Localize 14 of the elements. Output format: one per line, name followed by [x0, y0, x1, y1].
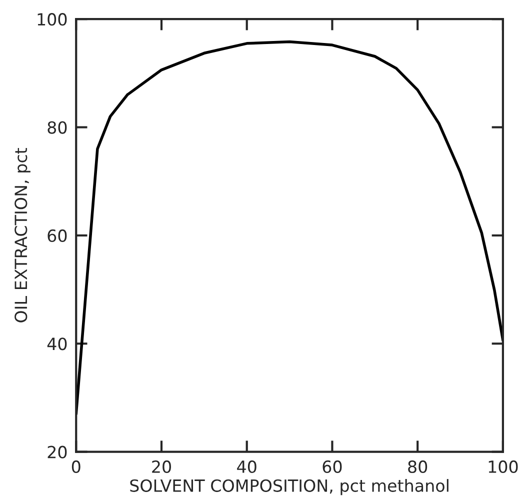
- x-tick-label: 100: [488, 460, 518, 474]
- y-tick-label: 60: [48, 229, 67, 242]
- x-axis-title: SOLVENT COMPOSITION, pct methanol: [130, 479, 448, 496]
- x-tick-label: 40: [237, 460, 256, 474]
- y-tick-label: 20: [48, 446, 67, 458]
- y-axis-title: OIL EXTRACTION, pct: [14, 148, 30, 322]
- x-tick-label: 60: [322, 460, 342, 474]
- x-tick-label: 20: [152, 460, 171, 474]
- x-tick-label: 80: [408, 460, 428, 474]
- y-tick-label: 100: [38, 13, 67, 26]
- y-tick-label: 80: [48, 121, 67, 134]
- y-tick-label: 40: [47, 338, 67, 350]
- x-tick-label: 0: [72, 460, 80, 474]
- line-series: [76, 40, 503, 416]
